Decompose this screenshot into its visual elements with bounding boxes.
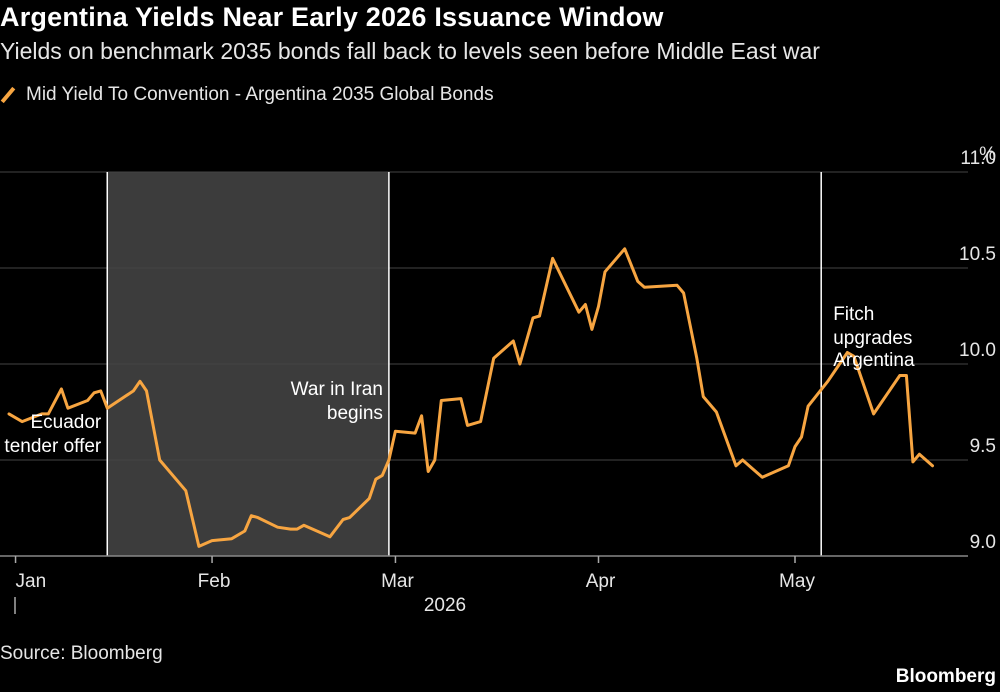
annotation-text: War in Iran: [291, 379, 383, 400]
annotation-text: begins: [327, 403, 383, 424]
series-line: [7, 247, 934, 548]
y-axis-unit: %: [979, 144, 996, 165]
legend-label: Mid Yield To Convention - Argentina 2035…: [26, 84, 494, 105]
y-tick-label: 9.0: [970, 532, 996, 553]
x-tick-label: Feb: [198, 571, 231, 592]
annotation-text: upgrades: [833, 328, 912, 349]
bloomberg-logo: Bloomberg: [895, 666, 996, 687]
chart-title: Argentina Yields Near Early 2026 Issuanc…: [0, 2, 664, 32]
annotation-text: Ecuador: [30, 412, 101, 433]
y-tick-label: 10.0: [959, 340, 996, 361]
y-tick-label: 11.0: [960, 148, 996, 169]
x-tick-label: May: [779, 571, 815, 592]
chart-subtitle: Yields on benchmark 2035 bonds fall back…: [0, 38, 820, 64]
y-tick-label: 10.5: [959, 244, 996, 265]
annotation-text: Argentina: [833, 350, 915, 371]
annotation-text: Fitch: [833, 304, 874, 325]
x-tick-label: Apr: [586, 571, 616, 592]
source-note: Source: Bloomberg: [0, 643, 163, 664]
x-year-label: 2026: [424, 595, 466, 616]
x-tick-label: Jan: [16, 571, 47, 592]
annotation-text: tender offer: [4, 436, 102, 457]
y-tick-label: 9.5: [970, 436, 996, 457]
legend: Mid Yield To Convention - Argentina 2035…: [0, 84, 494, 106]
x-tick-label: Mar: [381, 571, 414, 592]
